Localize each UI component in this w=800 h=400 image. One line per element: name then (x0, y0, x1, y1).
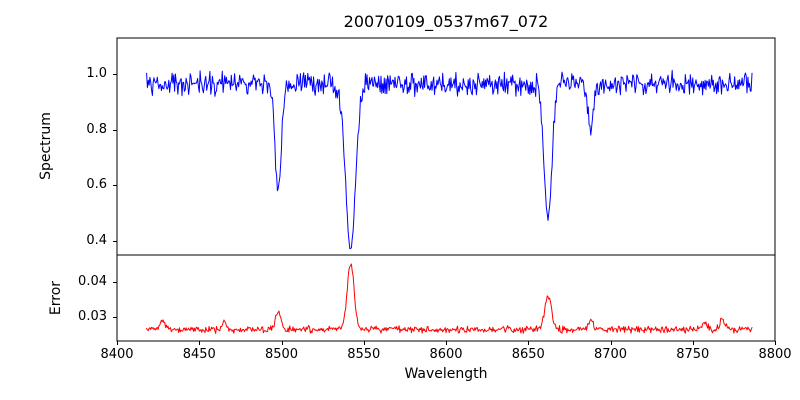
spectrum-panel-border (116, 37, 776, 256)
x-tick-label: 8600 (429, 347, 463, 362)
x-tick-label: 8800 (758, 347, 792, 362)
spectrum-y-tick-label: 1.0 (86, 66, 107, 82)
spectrum-y-tick-label: 0.4 (86, 233, 107, 249)
x-tick-label: 8400 (100, 347, 134, 362)
error-y-tick-label: 0.04 (78, 274, 107, 290)
x-tick-label: 8550 (347, 347, 381, 362)
spectrum-y-tick-label: 0.8 (86, 121, 107, 137)
spectrum-line (146, 69, 753, 250)
x-tick-label: 8500 (264, 347, 299, 362)
error-line (146, 263, 753, 334)
tick-marks (113, 74, 776, 345)
chart-title: 20070109_0537m67_072 (343, 12, 549, 31)
x-tick-label: 8750 (676, 347, 710, 362)
error-y-tick-label: 0.03 (78, 309, 107, 325)
x-tick-label: 8700 (593, 347, 628, 362)
x-axis-label: Wavelength (404, 366, 488, 382)
x-tick-label: 8450 (182, 347, 216, 362)
spectrum-y-tick-label: 0.6 (86, 177, 107, 193)
x-tick-label: 8650 (511, 347, 545, 362)
